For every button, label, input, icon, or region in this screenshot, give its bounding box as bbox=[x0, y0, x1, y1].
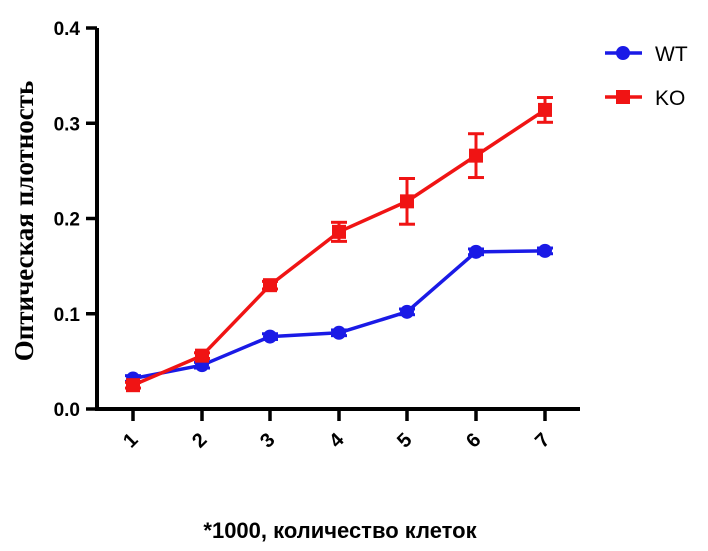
data-point-wt bbox=[332, 325, 346, 340]
data-point-ko bbox=[263, 278, 277, 293]
y-tick-label: 0.3 bbox=[54, 114, 80, 135]
x-ticks: 1 2 3 4 5 6 7 bbox=[119, 409, 554, 452]
x-axis-title: *1000, количество клеток bbox=[203, 518, 477, 543]
data-point-wt bbox=[400, 304, 414, 319]
series-wt bbox=[125, 243, 553, 386]
legend-item-ko: KO bbox=[605, 87, 685, 110]
x-tick-label: 1 bbox=[119, 429, 142, 452]
data-point-ko bbox=[126, 378, 140, 393]
x-tick-label: 2 bbox=[188, 429, 211, 452]
y-tick-label: 0.2 bbox=[54, 210, 80, 231]
x-tick-label: 4 bbox=[325, 428, 349, 452]
series-layer bbox=[125, 96, 553, 393]
data-point-wt bbox=[263, 329, 277, 344]
x-tick-label: 6 bbox=[462, 429, 485, 452]
data-point-ko bbox=[400, 194, 414, 209]
y-axis-title: Оптическая плотность bbox=[9, 81, 39, 362]
legend-marker-ko bbox=[616, 90, 630, 104]
data-point-wt bbox=[538, 243, 552, 258]
legend-marker-wt bbox=[616, 46, 630, 60]
data-point-ko bbox=[538, 102, 552, 117]
x-tick-label: 5 bbox=[393, 429, 416, 452]
y-ticks: 0.0 0.1 0.2 0.3 0.4 bbox=[54, 19, 97, 421]
legend-label-ko: KO bbox=[655, 87, 685, 110]
series-ko bbox=[125, 96, 553, 393]
data-point-ko bbox=[195, 348, 209, 363]
data-point-ko bbox=[469, 148, 483, 163]
y-tick-label: 0.1 bbox=[54, 305, 81, 326]
data-point-wt bbox=[469, 244, 483, 259]
legend: WT KO bbox=[605, 43, 688, 110]
legend-label-wt: WT bbox=[655, 43, 688, 66]
y-tick-label: 0.0 bbox=[54, 400, 80, 421]
x-tick-label: 3 bbox=[256, 429, 279, 452]
data-point-ko bbox=[332, 224, 346, 239]
legend-item-wt: WT bbox=[605, 43, 688, 66]
y-tick-label: 0.4 bbox=[54, 19, 81, 40]
x-tick-label: 7 bbox=[531, 429, 554, 452]
